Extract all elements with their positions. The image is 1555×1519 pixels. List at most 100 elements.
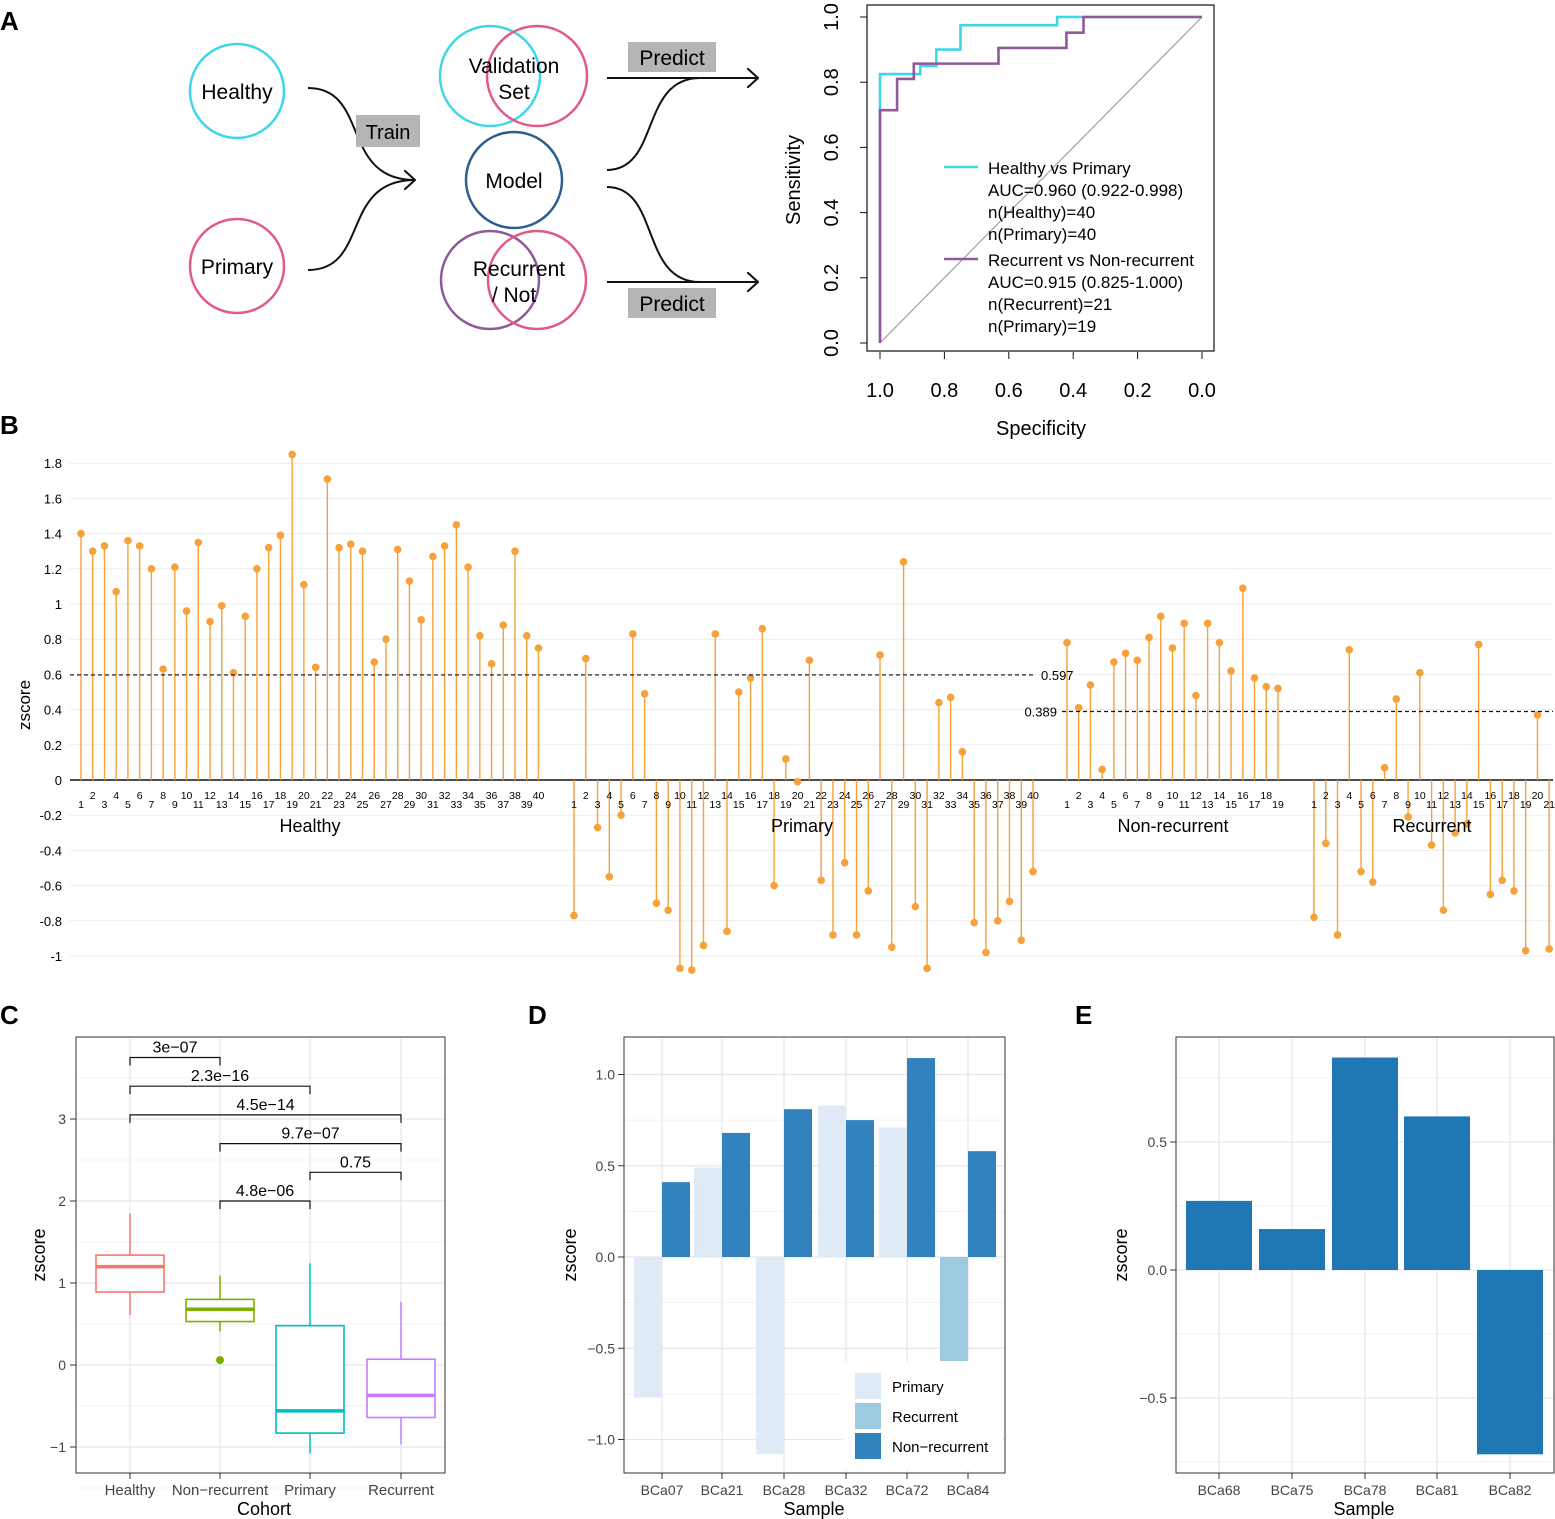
bar-e-x-tick-label: BCa68 bbox=[1198, 1482, 1241, 1498]
lollipop-y-tick-label: 0.2 bbox=[44, 738, 62, 753]
predict-bottom-label: Predict bbox=[639, 293, 705, 316]
bar-d-legend-key bbox=[855, 1403, 881, 1429]
bar-d-legend-key bbox=[855, 1433, 881, 1459]
lollipop-point bbox=[1533, 711, 1542, 719]
bar-d-y-tick-label: 1.0 bbox=[596, 1067, 616, 1083]
lollipop-index-label: 24 bbox=[839, 790, 851, 802]
bar-d-x-tick-label: BCa32 bbox=[825, 1482, 868, 1498]
lollipop-point bbox=[1133, 656, 1142, 665]
lollipop-point bbox=[1145, 633, 1153, 642]
boxplot-box bbox=[366, 1358, 436, 1419]
lollipop-index-label: 19 bbox=[286, 799, 298, 811]
roc-y-tick-label: 1.0 bbox=[821, 3, 843, 31]
lollipop-point bbox=[1345, 645, 1354, 654]
lollipop-index-label: 5 bbox=[1358, 799, 1364, 811]
bar-e-y-tick-label: −0.5 bbox=[1139, 1390, 1167, 1406]
lollipop-index-label: 17 bbox=[756, 799, 768, 811]
roc-legend-text: AUC=0.915 (0.825-1.000) bbox=[988, 273, 1183, 292]
lollipop-index-label: 27 bbox=[874, 799, 886, 811]
significance-p-value: 9.7e−07 bbox=[281, 1126, 339, 1143]
lollipop-index-label: 17 bbox=[1249, 799, 1261, 811]
lollipop-point bbox=[770, 881, 778, 890]
lollipop-point bbox=[805, 656, 814, 665]
validation-label-line1: Validation bbox=[469, 55, 560, 78]
bar-chart-d-frame bbox=[623, 1036, 1006, 1474]
lollipop-point bbox=[840, 858, 849, 867]
bar-chart-e-frame bbox=[1175, 1036, 1555, 1474]
lollipop-index-label: 1 bbox=[1311, 799, 1317, 811]
lollipop-index-label: 10 bbox=[181, 790, 193, 802]
lollipop-point bbox=[829, 931, 837, 939]
bar-primary bbox=[634, 1257, 662, 1398]
lollipop-point bbox=[511, 547, 519, 555]
bar-d-x-tick-label: BCa84 bbox=[947, 1482, 990, 1498]
lollipop-point bbox=[1498, 876, 1506, 885]
lollipop-index-label: 9 bbox=[172, 799, 178, 811]
lollipop-point bbox=[346, 540, 355, 548]
lollipop-index-label: 16 bbox=[1237, 790, 1249, 802]
lollipop-index-label: 10 bbox=[1414, 790, 1426, 802]
lollipop-index-label: 19 bbox=[780, 799, 792, 811]
lollipop-point bbox=[1098, 765, 1106, 774]
roc-y-tick-label: 0.2 bbox=[821, 264, 843, 292]
lollipop-index-label: 15 bbox=[1473, 799, 1485, 811]
lollipop-point bbox=[1310, 913, 1318, 922]
schematic-diagram: Healthy Primary Train Validation Set Mod… bbox=[188, 24, 758, 331]
bar-d-x-tick-label: BCa28 bbox=[763, 1482, 806, 1498]
lollipop-point bbox=[1121, 649, 1130, 658]
lollipop-index-label: 5 bbox=[125, 799, 131, 811]
lollipop-index-label: 13 bbox=[216, 799, 228, 811]
predict-curve-bottom bbox=[606, 186, 701, 283]
roc-y-tick-label: 0.4 bbox=[821, 199, 843, 227]
roc-x-tick-label: 0.8 bbox=[930, 380, 958, 402]
boxplot-box bbox=[275, 1324, 345, 1434]
lollipop-point bbox=[958, 748, 967, 756]
lollipop-index-label: 23 bbox=[333, 799, 345, 811]
lollipop-point bbox=[1239, 584, 1247, 592]
train-label-box bbox=[356, 115, 420, 147]
lollipop-point bbox=[852, 931, 861, 939]
lollipop-point bbox=[358, 547, 367, 555]
lollipop-point bbox=[581, 654, 590, 663]
lollipop-point bbox=[1463, 820, 1471, 828]
lollipop-point bbox=[758, 624, 767, 633]
lollipop-index-label: 10 bbox=[1167, 790, 1179, 802]
lollipop-point bbox=[993, 917, 1002, 925]
lollipop-y-tick-label: 1.4 bbox=[44, 527, 62, 542]
lollipop-index-label: 39 bbox=[1015, 799, 1027, 811]
lollipop-index-label: 36 bbox=[486, 790, 498, 802]
predict-top-box bbox=[628, 42, 716, 72]
lollipop-y-tick-label: -0.2 bbox=[40, 808, 62, 823]
lollipop-index-label: 6 bbox=[137, 790, 143, 802]
lollipop-index-label: 16 bbox=[745, 790, 757, 802]
lollipop-index-label: 3 bbox=[1088, 799, 1094, 811]
lollipop-y-tick-label: 0.8 bbox=[44, 632, 62, 647]
boxplot-outlier bbox=[216, 1356, 224, 1365]
bar-chart-d-y-axis-label: zscore bbox=[560, 1228, 580, 1281]
lollipop-point bbox=[629, 630, 637, 638]
panel-letter-c: C bbox=[0, 1000, 19, 1030]
lollipop-index-label: 5 bbox=[618, 799, 624, 811]
lollipop-point bbox=[1416, 668, 1424, 677]
lollipop-index-label: 6 bbox=[630, 790, 636, 802]
lollipop-index-label: 30 bbox=[415, 790, 427, 802]
lollipop-point bbox=[323, 475, 332, 483]
lollipop-index-label: 13 bbox=[1449, 799, 1461, 811]
lollipop-point bbox=[617, 811, 625, 819]
recurrent-circle-b bbox=[486, 229, 588, 331]
lollipop-point bbox=[288, 450, 296, 459]
significance-p-value: 0.75 bbox=[340, 1154, 371, 1171]
bar-e-bar bbox=[1404, 1116, 1470, 1270]
lollipop-point bbox=[300, 580, 308, 589]
bar-e-y-tick-label: 0.0 bbox=[1148, 1262, 1168, 1278]
lollipop-index-label: 21 bbox=[1543, 799, 1555, 811]
significance-p-value: 3e−07 bbox=[153, 1040, 198, 1057]
bar-e-x-tick-label: BCa82 bbox=[1489, 1482, 1532, 1498]
lollipop-point bbox=[1017, 936, 1026, 944]
roc-chance-line bbox=[879, 16, 1203, 344]
lollipop-point bbox=[817, 876, 825, 885]
validation-healthy-circle bbox=[438, 24, 542, 128]
lollipop-point bbox=[1521, 946, 1530, 955]
roc-plot-frame bbox=[866, 4, 1215, 352]
lollipop-point bbox=[1510, 887, 1518, 895]
